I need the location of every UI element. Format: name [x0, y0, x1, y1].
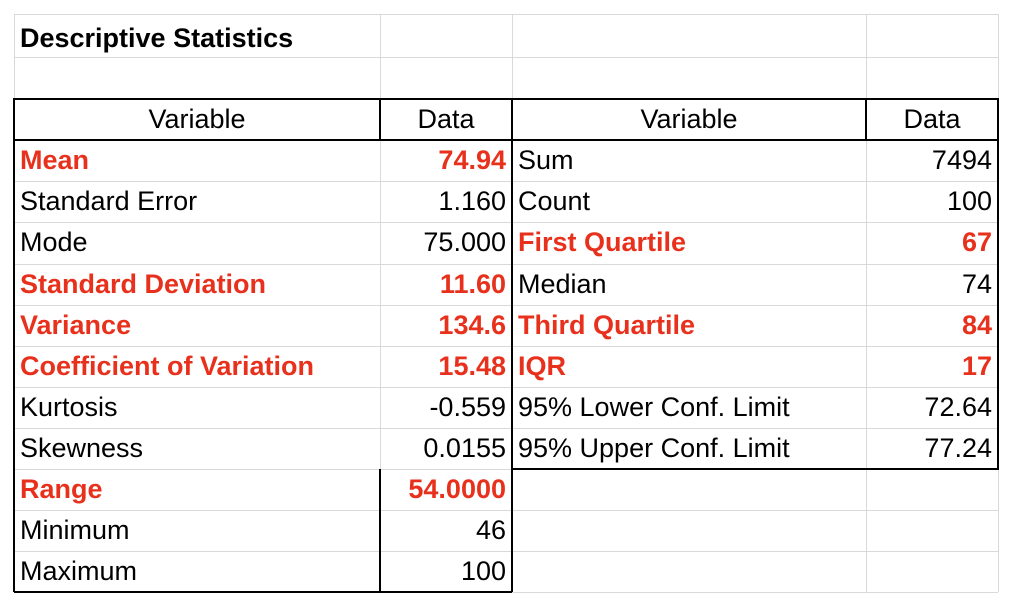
right-stat-label: 95% Upper Conf. Limit — [518, 433, 790, 463]
gridline-horizontal — [14, 510, 998, 511]
gridline-horizontal — [14, 14, 998, 15]
right-stat-label: Sum — [518, 145, 574, 175]
table-border — [379, 99, 381, 140]
right-stat-label: Count — [518, 186, 591, 216]
table-border — [14, 139, 512, 141]
left-stat-label: Maximum — [20, 556, 138, 586]
right-stat-value: 17 — [961, 351, 992, 381]
left-stat-value: 11.60 — [439, 269, 506, 299]
table-border — [379, 469, 381, 592]
left-stat-value: 54.0000 — [408, 474, 506, 504]
gridline-horizontal — [14, 222, 998, 223]
gridline-horizontal — [14, 469, 998, 470]
table-border — [512, 468, 999, 470]
gridline-horizontal — [14, 346, 998, 347]
left-stat-label: Standard Deviation — [20, 269, 267, 299]
table-border — [865, 99, 867, 140]
left-stat-value: 100 — [460, 556, 506, 586]
left-stat-label: Minimum — [20, 515, 130, 545]
left-header-data: Data — [417, 104, 475, 134]
sheet-title: Descriptive Statistics — [20, 23, 294, 53]
right-stat-value: 67 — [961, 227, 992, 257]
right-stat-label: Median — [518, 269, 607, 299]
left-stat-value: 0.0155 — [423, 433, 506, 463]
left-stat-label: Coefficient of Variation — [20, 351, 315, 381]
left-stat-value: -0.559 — [429, 392, 506, 422]
right-stat-label: 95% Lower Conf. Limit — [518, 392, 790, 422]
right-stat-value: 100 — [946, 186, 992, 216]
gridline-horizontal — [14, 551, 998, 552]
table-border — [512, 98, 999, 100]
left-stat-label: Kurtosis — [20, 392, 118, 422]
table-border — [13, 98, 15, 592]
gridline-horizontal — [14, 428, 998, 429]
table-border — [512, 139, 999, 141]
left-header-variable: Variable — [148, 104, 246, 134]
left-stat-label: Mean — [20, 145, 90, 175]
left-stat-value: 75.000 — [423, 227, 506, 257]
left-stat-label: Mode — [20, 227, 88, 257]
gridline-horizontal — [14, 264, 998, 265]
gridline-horizontal — [14, 387, 998, 388]
gridline-vertical — [380, 14, 381, 592]
right-stat-label: First Quartile — [518, 227, 687, 257]
right-stat-value: 77.24 — [924, 433, 992, 463]
table-border — [997, 98, 999, 469]
table-border — [14, 98, 512, 100]
left-stat-value: 74.94 — [438, 145, 506, 175]
left-stat-value: 1.160 — [438, 186, 506, 216]
right-stat-value: 74 — [961, 269, 992, 299]
right-stat-value: 7494 — [931, 145, 992, 175]
left-stat-value: 46 — [475, 515, 506, 545]
gridline-horizontal — [14, 181, 998, 182]
gridline-horizontal — [14, 57, 998, 58]
left-stat-label: Variance — [20, 310, 132, 340]
left-stat-value: 134.6 — [438, 310, 506, 340]
left-stat-label: Standard Error — [20, 186, 198, 216]
right-stat-value: 84 — [961, 310, 992, 340]
table-border — [14, 591, 512, 593]
table-border — [511, 98, 513, 592]
right-header-data: Data — [903, 104, 961, 134]
left-stat-label: Range — [20, 474, 103, 504]
right-stat-label: Third Quartile — [518, 310, 696, 340]
left-stat-value: 15.48 — [438, 351, 506, 381]
gridline-vertical — [866, 14, 867, 592]
left-stat-label: Skewness — [20, 433, 144, 463]
right-header-variable: Variable — [640, 104, 738, 134]
right-stat-value: 72.64 — [924, 392, 992, 422]
right-stat-label: IQR — [518, 351, 567, 381]
gridline-horizontal — [14, 305, 998, 306]
